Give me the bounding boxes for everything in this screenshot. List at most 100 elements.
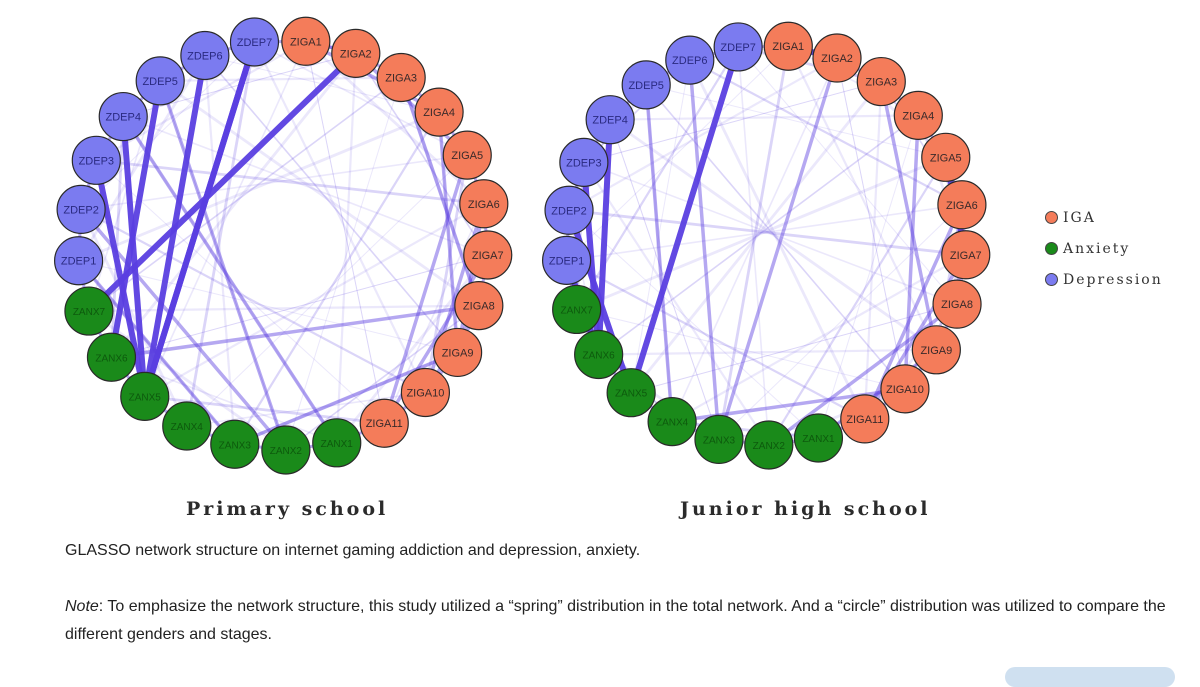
edge: [630, 60, 691, 393]
node-circle: [71, 135, 121, 185]
edge: [598, 348, 937, 356]
edge-strong: [399, 75, 481, 308]
node-label: ZANX6: [95, 353, 128, 364]
node-label: ZIGA9: [920, 345, 952, 357]
edge-strong: [109, 303, 481, 360]
node-label: ZIGA9: [442, 347, 474, 359]
node-ziga11: ZIGA11: [840, 394, 890, 444]
edge: [233, 111, 441, 445]
node-label: ZIGA5: [451, 150, 483, 162]
node-circle: [442, 130, 492, 180]
node-zdep5: ZDEP5: [135, 56, 185, 106]
note-text: : To emphasize the network structure, th…: [65, 598, 1166, 643]
node-label: ZDEP3: [79, 155, 114, 167]
node-label: ZIGA5: [930, 152, 962, 164]
legend-item-depression: Depression: [1045, 264, 1195, 295]
legend-item-iga: IGA: [1045, 202, 1195, 233]
edge: [568, 208, 966, 257]
node-zanx1: ZANX1: [793, 413, 844, 463]
edge: [111, 254, 488, 358]
node-ziga3: ZIGA3: [856, 56, 906, 107]
node-label: ZIGA11: [366, 418, 403, 430]
edge: [718, 204, 963, 440]
node-label: ZDEP5: [142, 76, 177, 88]
node-zdep6: ZDEP6: [180, 30, 230, 81]
edge: [355, 52, 489, 256]
edge: [185, 41, 256, 427]
edge: [88, 76, 402, 312]
node-label: ZANX5: [615, 389, 648, 400]
floating-button[interactable]: [1005, 667, 1175, 687]
edge: [110, 52, 357, 359]
edge: [159, 80, 287, 451]
node-ziga1: ZIGA1: [281, 16, 331, 66]
node-label: ZDEP6: [672, 55, 707, 67]
node-circle: [400, 367, 451, 418]
edge: [144, 202, 485, 398]
node-label: ZANX1: [802, 434, 835, 445]
node-circle: [376, 52, 426, 103]
legend-label-depression: Depression: [1063, 271, 1163, 288]
node-zanx6: ZANX6: [86, 332, 137, 382]
node-label: ZIGA11: [846, 414, 883, 426]
node-zdep1: ZDEP1: [54, 236, 104, 286]
node-zanx4: ZANX4: [162, 401, 212, 451]
node-zdep4: ZDEP4: [98, 91, 148, 142]
node-zdep5: ZDEP5: [621, 60, 671, 110]
node-label: ZIGA7: [472, 250, 504, 262]
node-circle: [893, 90, 943, 140]
node-circle: [120, 371, 170, 421]
edge: [335, 254, 489, 444]
node-ziga7: ZIGA7: [941, 230, 991, 280]
node-ziga5: ZIGA5: [921, 132, 971, 182]
network-figure: ZDEP7 ZIGA1 ZIGA2 ZIGA3 ZIGA4 ZIGA5 ZIGA6 ZIGA7…: [54, 16, 991, 475]
edge: [186, 391, 426, 427]
edge: [767, 156, 947, 446]
edge: [424, 154, 469, 393]
edge: [204, 54, 459, 353]
node-ziga5: ZIGA5: [442, 130, 492, 180]
edge: [671, 253, 967, 423]
node-circle: [713, 22, 763, 72]
network-title-junior-high: Junior high school: [680, 498, 931, 520]
edge: [645, 84, 674, 422]
node-label: ZANX4: [656, 418, 689, 429]
edge-strong: [717, 56, 839, 442]
node-label: ZDEP3: [566, 157, 601, 169]
node-zdep2: ZDEP2: [56, 184, 106, 235]
edge: [817, 115, 919, 439]
node-circle: [331, 28, 381, 78]
node-ziga11: ZIGA11: [359, 398, 409, 448]
edge: [144, 394, 385, 425]
edge: [737, 46, 958, 305]
edge-strong: [354, 51, 470, 157]
edge: [285, 77, 402, 451]
node-circle: [180, 30, 230, 81]
legend-item-anxiety: Anxiety: [1045, 233, 1195, 264]
node-circle: [162, 401, 212, 451]
network-primary-school: ZDEP7 ZIGA1 ZIGA2 ZIGA3 ZIGA4 ZIGA5 ZIGA6 ZIGA7…: [54, 16, 513, 475]
node-label: ZDEP4: [106, 112, 141, 124]
edge: [836, 57, 906, 389]
node-zanx3: ZANX3: [210, 419, 260, 469]
node-label: ZIGA2: [340, 48, 372, 60]
legend: IGA Anxiety Depression: [1045, 202, 1195, 295]
node-ziga3: ZIGA3: [376, 52, 426, 103]
edge: [863, 81, 883, 419]
edge: [305, 41, 385, 424]
node-zanx5: ZANX5: [120, 371, 170, 421]
edge: [399, 77, 481, 307]
node-ziga6: ZIGA6: [937, 180, 987, 230]
node-circle: [312, 418, 362, 468]
node-zanx4: ZANX4: [647, 396, 697, 447]
node-zdep3: ZDEP3: [559, 137, 609, 187]
node-ziga8: ZIGA8: [932, 279, 982, 329]
edge: [95, 159, 385, 424]
node-zdep1: ZDEP1: [541, 235, 592, 285]
node-label: ZDEP7: [237, 37, 272, 49]
node-circle: [552, 284, 602, 335]
edge: [438, 112, 459, 353]
edge: [646, 84, 946, 158]
node-label: ZIGA3: [385, 72, 417, 84]
node-circle: [414, 87, 464, 137]
